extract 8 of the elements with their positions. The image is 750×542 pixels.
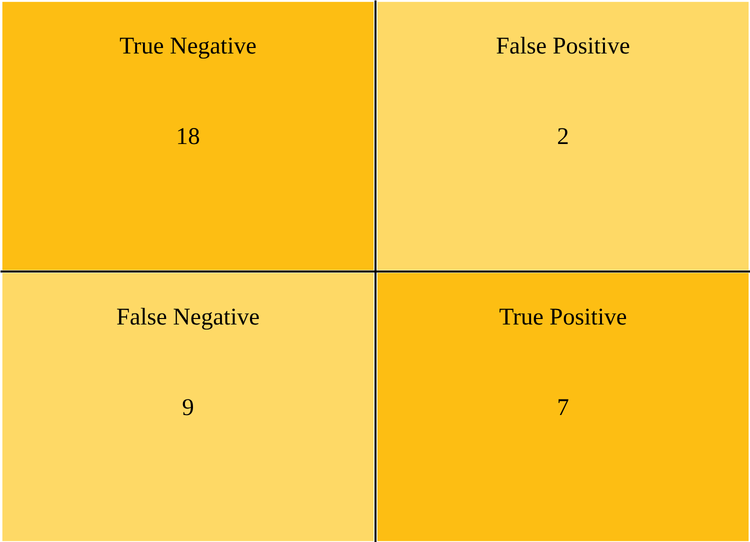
data-label: 9 [182,395,194,421]
annotation: False Positive [496,34,630,60]
data-label: 2 [557,124,569,150]
annotation: True Positive [499,304,627,331]
annotation: True Negative [119,34,257,60]
data-label: 18 [176,124,200,150]
annotation: False Negative [116,304,260,331]
data-label: 7 [557,395,569,421]
